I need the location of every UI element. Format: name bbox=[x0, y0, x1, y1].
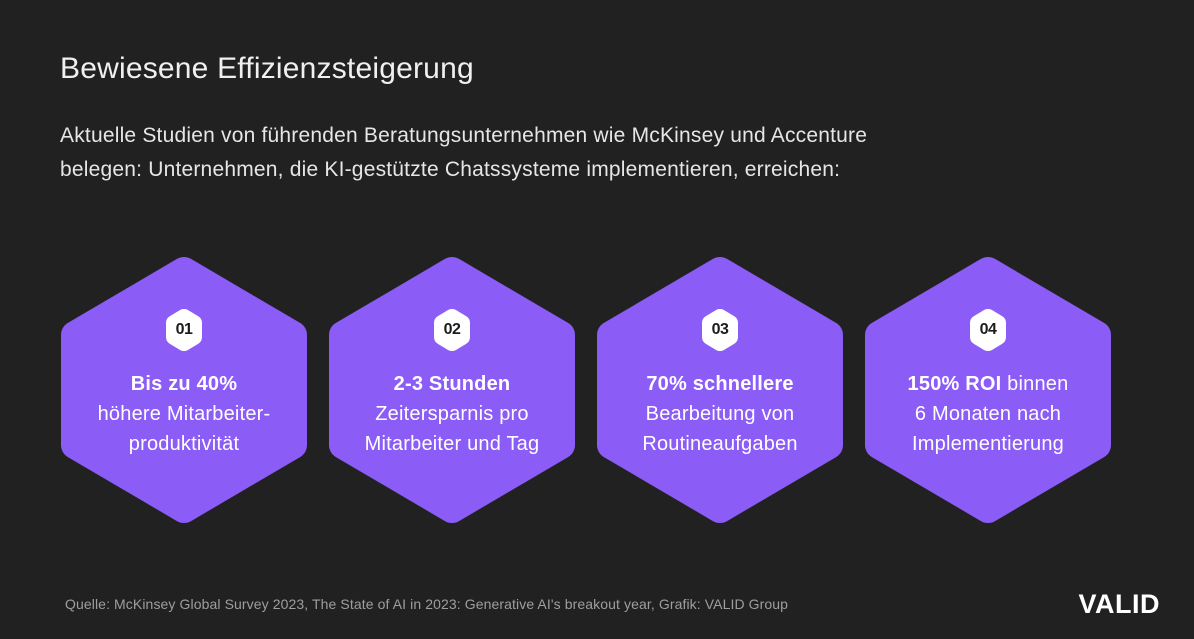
source-attribution: Quelle: McKinsey Global Survey 2023, The… bbox=[65, 596, 789, 612]
step-number-badge: 03 bbox=[702, 309, 738, 351]
stat-card-4: 04 150% ROI binnen 6 Monaten nach Implem… bbox=[865, 257, 1111, 523]
stat-card-3: 03 70% schnellere Bearbeitung von Routin… bbox=[597, 257, 843, 523]
badge-hexagon-shape bbox=[702, 309, 738, 351]
stat-detail-line-2: Implementierung bbox=[912, 433, 1064, 455]
valid-logo: VALID bbox=[1078, 589, 1160, 619]
badge-hexagon-shape bbox=[970, 309, 1006, 351]
hexagon-shape bbox=[865, 257, 1111, 523]
stat-detail-line-1: 6 Monaten nach bbox=[914, 403, 1062, 425]
hexagon-shape bbox=[61, 257, 307, 523]
stat-detail-line-1: höhere Mitarbeiter- bbox=[97, 403, 271, 425]
stat-headline: 150% ROI binnen bbox=[907, 373, 1069, 395]
step-number: 02 bbox=[443, 321, 461, 338]
intro-text: Aktuelle Studien von führenden Beratungs… bbox=[60, 119, 867, 187]
stat-headline: Bis zu 40% bbox=[130, 373, 238, 395]
stat-card-text: 70% schnellere Bearbeitung von Routineau… bbox=[597, 369, 843, 459]
badge-hexagon-shape bbox=[166, 309, 202, 351]
step-number-badge: 01 bbox=[166, 309, 202, 351]
stat-card-text: Bis zu 40% höhere Mitarbeiter- produktiv… bbox=[61, 369, 307, 459]
step-number: 01 bbox=[175, 321, 193, 338]
step-number: 04 bbox=[979, 321, 997, 338]
stat-detail-line-1: Bearbeitung von bbox=[645, 403, 795, 425]
stat-detail-line-1: Zeitersparnis pro bbox=[375, 403, 529, 425]
hexagon-shape bbox=[597, 257, 843, 523]
stat-detail-line-2: produktivität bbox=[128, 433, 240, 455]
stat-detail-line-2: Routineaufgaben bbox=[642, 433, 798, 455]
stat-detail-line-2: Mitarbeiter und Tag bbox=[364, 433, 540, 455]
step-number-badge: 02 bbox=[434, 309, 470, 351]
intro-text-line-1: Aktuelle Studien von führenden Beratungs… bbox=[60, 124, 868, 147]
stat-headline: 2-3 Stunden bbox=[393, 373, 511, 395]
step-number-badge: 04 bbox=[970, 309, 1006, 351]
page-title: Bewiesene Effizienzsteigerung bbox=[60, 52, 474, 85]
stat-card-text: 150% ROI binnen 6 Monaten nach Implement… bbox=[865, 369, 1111, 459]
stat-card-text: 2-3 Stunden Zeitersparnis pro Mitarbeite… bbox=[329, 369, 575, 459]
intro-text-line-2: belegen: Unternehmen, die KI-gestützte C… bbox=[60, 158, 841, 181]
stat-headline: 70% schnellere bbox=[646, 373, 794, 395]
stat-card-1: 01 Bis zu 40% höhere Mitarbeiter- produk… bbox=[61, 257, 307, 523]
step-number: 03 bbox=[711, 321, 729, 338]
hexagon-shape bbox=[329, 257, 575, 523]
badge-hexagon-shape bbox=[434, 309, 470, 351]
stat-cards-row: 01 Bis zu 40% höhere Mitarbeiter- produk… bbox=[61, 257, 1111, 523]
stat-card-2: 02 2-3 Stunden Zeitersparnis pro Mitarbe… bbox=[329, 257, 575, 523]
